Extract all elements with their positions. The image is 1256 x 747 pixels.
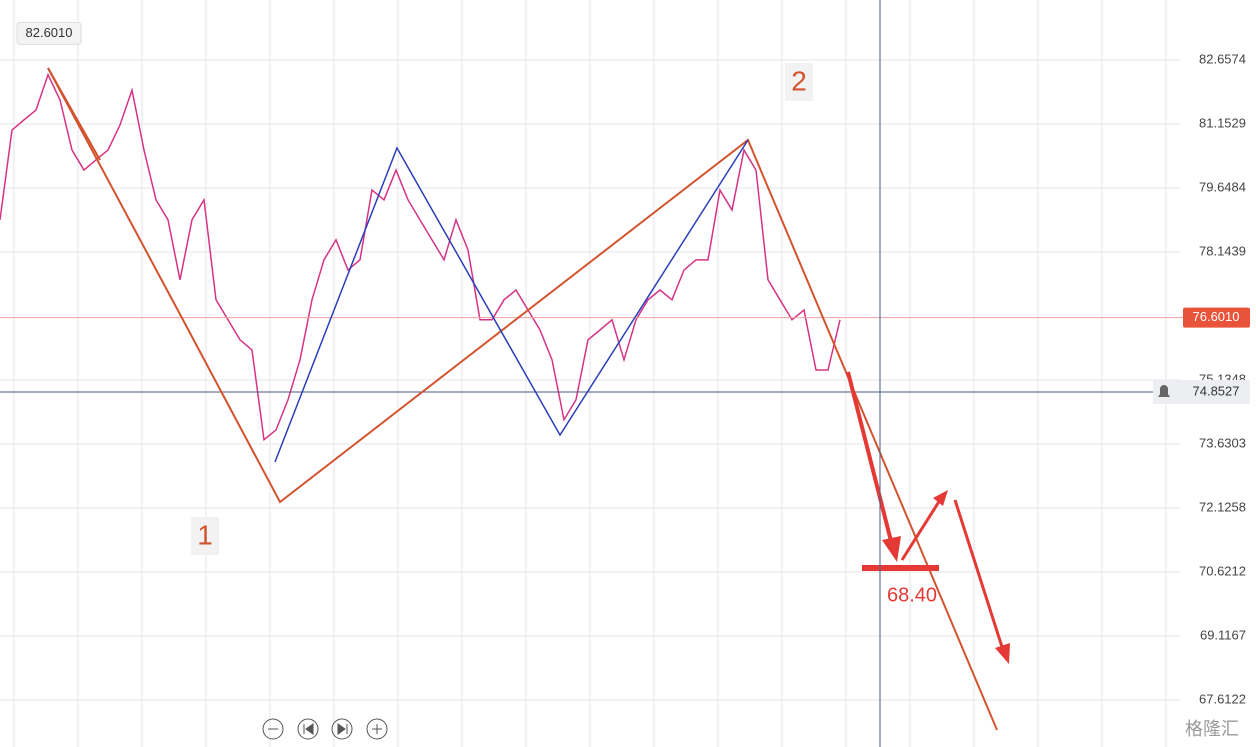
forecast-arrows bbox=[846, 371, 1010, 664]
target-label: 68.40 bbox=[887, 584, 937, 606]
vertical-grid bbox=[0, 0, 1180, 747]
y-tick-label: 81.1529 bbox=[1199, 115, 1246, 130]
high-marker-label: 82.6010 bbox=[26, 25, 73, 40]
last-price-label: 76.6010 bbox=[1193, 309, 1240, 324]
y-tick-label: 69.1167 bbox=[1200, 627, 1246, 642]
wave-label: 2 bbox=[791, 65, 807, 96]
crosshair-label: 74.8527 bbox=[1193, 383, 1240, 398]
high-marker-box bbox=[16, 21, 82, 45]
y-tick-label: 78.1439 bbox=[1199, 243, 1246, 258]
zoom-out[interactable] bbox=[262, 718, 284, 740]
wave-line bbox=[47, 67, 101, 161]
y-tick-label: 79.6484 bbox=[1199, 179, 1246, 194]
wave-label: 1 bbox=[197, 519, 213, 550]
zoom-controls[interactable] bbox=[262, 718, 388, 740]
y-tick-label: 70.6212 bbox=[1199, 563, 1246, 578]
watermark: 格隆汇 bbox=[1185, 719, 1239, 739]
y-tick-label: 82.6574 bbox=[1199, 51, 1246, 66]
next[interactable] bbox=[331, 718, 353, 740]
prev[interactable] bbox=[297, 718, 319, 740]
bell-icon bbox=[1158, 384, 1170, 397]
label-box bbox=[191, 517, 219, 555]
y-tick-label: 73.6303 bbox=[1199, 435, 1246, 450]
zoom-in[interactable] bbox=[366, 718, 388, 740]
y-tick-label: 67.6122 bbox=[1199, 691, 1246, 706]
crosshair-box bbox=[1153, 379, 1250, 404]
price-line bbox=[0, 72, 841, 442]
wave-line-blue bbox=[274, 139, 749, 463]
overlay: 82.657481.152979.648478.143975.134873.63… bbox=[16, 21, 1250, 706]
y-tick-label: 72.1258 bbox=[1199, 499, 1246, 514]
last-price-box bbox=[1183, 307, 1250, 328]
label-box bbox=[785, 63, 813, 101]
wave-line bbox=[47, 67, 998, 731]
plot bbox=[0, 72, 1183, 442]
